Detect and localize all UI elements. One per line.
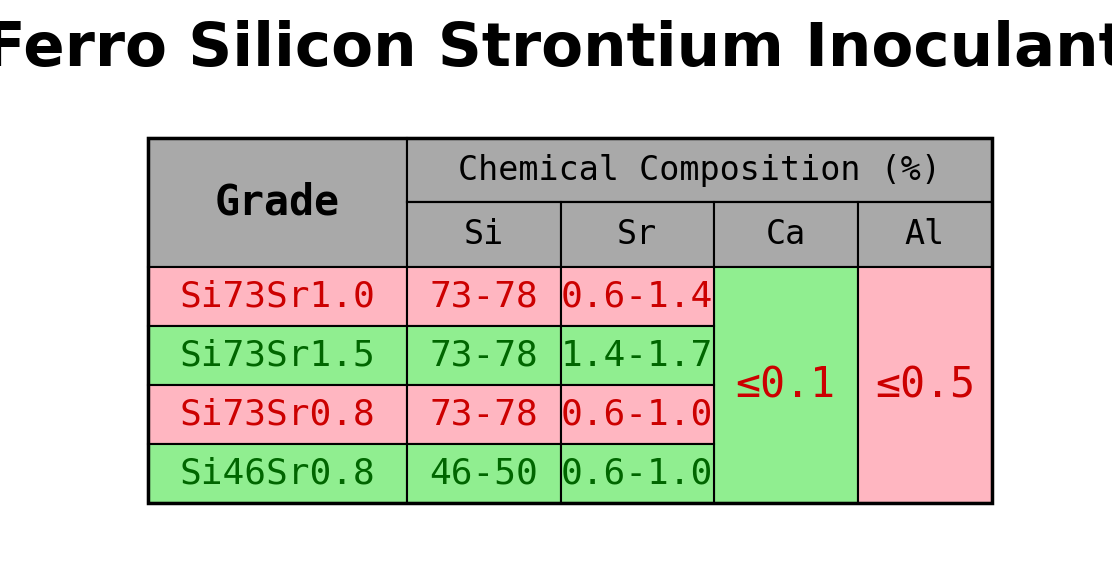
Text: Si46Sr0.8: Si46Sr0.8 — [180, 457, 376, 490]
Bar — [714, 267, 857, 503]
Text: Chemical Composition (%): Chemical Composition (%) — [458, 154, 942, 186]
Text: Si73Sr1.5: Si73Sr1.5 — [180, 339, 376, 373]
Text: 0.6-1.0: 0.6-1.0 — [562, 397, 713, 431]
Text: 73-78: 73-78 — [429, 279, 538, 314]
Text: 73-78: 73-78 — [429, 397, 538, 431]
Text: 46-50: 46-50 — [429, 457, 538, 490]
Text: ≤0.1: ≤0.1 — [736, 364, 836, 406]
Bar — [407, 137, 992, 202]
Text: 1.4-1.7: 1.4-1.7 — [562, 339, 713, 373]
Text: Grade: Grade — [215, 182, 340, 224]
Text: 0.6-1.0: 0.6-1.0 — [562, 457, 713, 490]
Bar — [560, 202, 714, 267]
Bar — [407, 267, 560, 326]
Bar — [407, 385, 560, 444]
Text: Ca: Ca — [765, 218, 806, 251]
Bar — [857, 267, 992, 503]
Bar — [148, 137, 992, 503]
Bar — [714, 202, 857, 267]
Text: 0.6-1.4: 0.6-1.4 — [562, 279, 713, 314]
Bar — [560, 385, 714, 444]
Text: Sr: Sr — [617, 218, 657, 251]
Text: ≤0.5: ≤0.5 — [875, 364, 975, 406]
Bar — [148, 326, 407, 385]
Text: Si73Sr1.0: Si73Sr1.0 — [180, 279, 376, 314]
Text: Al: Al — [905, 218, 945, 251]
Text: Si73Sr0.8: Si73Sr0.8 — [180, 397, 376, 431]
Bar — [560, 267, 714, 326]
Bar — [407, 202, 560, 267]
Bar — [857, 202, 992, 267]
Text: Si: Si — [464, 218, 504, 251]
Bar — [148, 385, 407, 444]
Bar — [148, 137, 407, 267]
Bar — [148, 267, 407, 326]
Text: 73-78: 73-78 — [429, 339, 538, 373]
Bar — [560, 444, 714, 503]
Bar — [407, 444, 560, 503]
Bar — [148, 444, 407, 503]
Bar — [560, 326, 714, 385]
Text: Ferro Silicon Strontium Inoculant: Ferro Silicon Strontium Inoculant — [0, 20, 1112, 79]
Bar — [407, 326, 560, 385]
